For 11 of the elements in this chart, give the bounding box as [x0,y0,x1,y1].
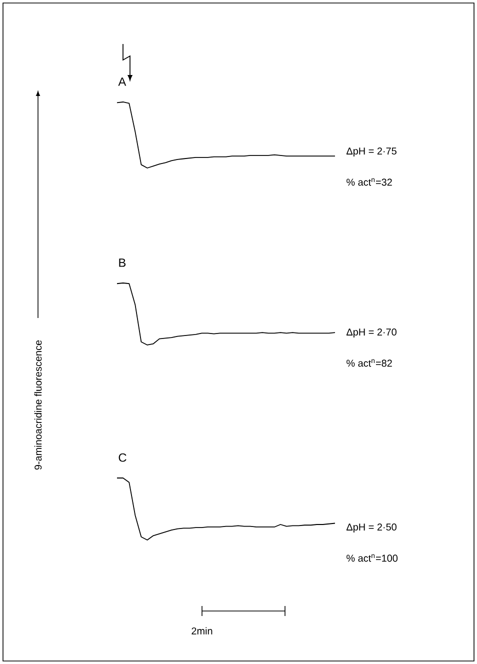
text: % act$^{n}$=100 [346,554,398,562]
text: B [119,258,126,267]
y-axis-title: 9-aminoacridine fluorescence [34,340,42,470]
text: ΔpH = 2·70 [346,328,396,338]
text: 2min [192,627,212,634]
text: % act$^{n}$=82 [346,359,392,367]
text: ΔpH = 2·50 [346,523,396,533]
text: C [118,453,126,462]
text: % act$^{n}$=32 [346,178,392,186]
text: A [118,78,126,86]
text: ΔpH = 2·75 [346,147,396,157]
